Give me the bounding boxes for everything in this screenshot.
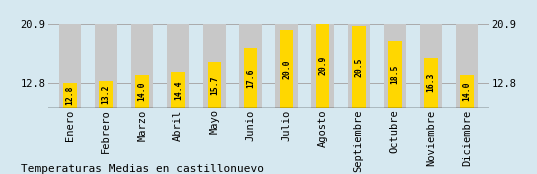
Bar	[456, 23, 478, 108]
Bar	[99, 81, 113, 108]
Text: Temperaturas Medias en castillonuevo: Temperaturas Medias en castillonuevo	[21, 164, 265, 174]
Bar	[207, 62, 221, 108]
Bar	[171, 72, 185, 108]
Text: 20.9: 20.9	[318, 56, 327, 76]
Text: 17.6: 17.6	[246, 68, 255, 88]
Text: 18.5: 18.5	[390, 65, 400, 84]
Bar	[59, 23, 81, 108]
Bar	[63, 84, 77, 108]
Bar	[424, 58, 438, 108]
Text: 12.8: 12.8	[66, 86, 75, 105]
Bar	[275, 23, 297, 108]
Text: 15.7: 15.7	[210, 75, 219, 95]
Bar	[240, 23, 262, 108]
Text: 14.0: 14.0	[137, 81, 147, 101]
Bar	[347, 23, 370, 108]
Text: 16.3: 16.3	[426, 73, 436, 92]
Text: 20.5: 20.5	[354, 57, 363, 77]
Bar	[280, 30, 293, 108]
Bar	[388, 41, 402, 108]
Bar	[316, 23, 330, 108]
Bar	[95, 23, 117, 108]
Bar	[311, 23, 334, 108]
Bar	[244, 48, 257, 108]
Bar	[131, 23, 154, 108]
Text: 14.4: 14.4	[174, 80, 183, 100]
Bar	[383, 23, 406, 108]
Text: 14.0: 14.0	[462, 81, 471, 101]
Bar	[135, 75, 149, 108]
Bar	[352, 26, 366, 108]
Text: 13.2: 13.2	[101, 84, 111, 104]
Text: 20.0: 20.0	[282, 59, 291, 79]
Bar	[167, 23, 190, 108]
Bar	[420, 23, 442, 108]
Bar	[203, 23, 226, 108]
Bar	[460, 75, 474, 108]
